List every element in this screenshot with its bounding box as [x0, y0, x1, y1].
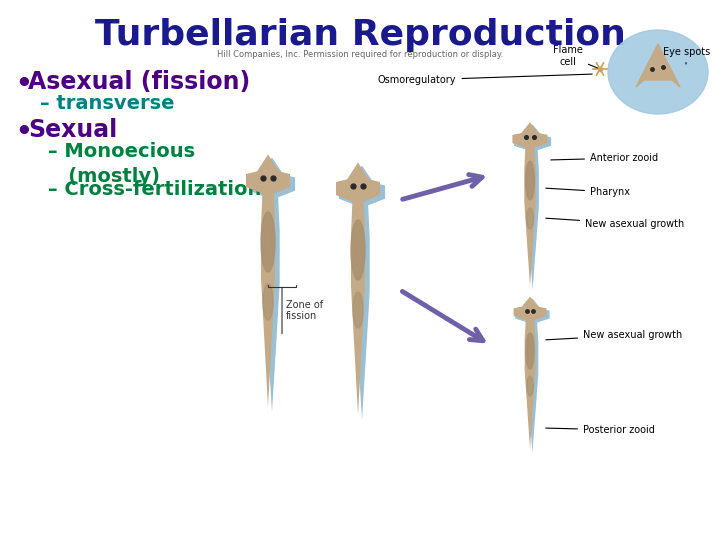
Text: New asexual growth: New asexual growth — [546, 218, 684, 229]
Polygon shape — [526, 161, 534, 200]
Polygon shape — [526, 333, 534, 369]
Polygon shape — [261, 212, 275, 272]
Text: Anterior zooid: Anterior zooid — [551, 153, 658, 163]
Text: Eye spots: Eye spots — [662, 47, 710, 64]
Text: Posterior zooid: Posterior zooid — [546, 425, 655, 435]
Text: Hill Companies, Inc. Permission required for reproduction or display.: Hill Companies, Inc. Permission required… — [217, 50, 503, 59]
Text: Asexual (fission): Asexual (fission) — [28, 70, 251, 94]
Text: •: • — [15, 72, 32, 98]
Text: Zone of
fission: Zone of fission — [286, 300, 323, 321]
Polygon shape — [636, 44, 680, 87]
Polygon shape — [263, 284, 273, 320]
Polygon shape — [513, 122, 548, 286]
Text: Sexual: Sexual — [28, 118, 117, 142]
Polygon shape — [608, 30, 708, 114]
Text: Flame
cell: Flame cell — [553, 45, 598, 68]
Polygon shape — [514, 125, 551, 290]
Polygon shape — [339, 166, 385, 420]
Polygon shape — [351, 220, 365, 280]
Polygon shape — [516, 299, 549, 453]
Polygon shape — [353, 292, 363, 328]
Text: Pharynx: Pharynx — [546, 187, 630, 197]
Text: Osmoregulatory: Osmoregulatory — [378, 74, 593, 85]
Polygon shape — [513, 296, 546, 449]
Text: Turbellarian Reproduction: Turbellarian Reproduction — [94, 18, 626, 52]
Polygon shape — [527, 376, 534, 396]
Text: •: • — [15, 120, 32, 146]
Polygon shape — [526, 208, 534, 229]
Text: – Cross-fertilization: – Cross-fertilization — [48, 180, 261, 199]
Polygon shape — [246, 154, 290, 407]
Text: – transverse: – transverse — [40, 94, 174, 113]
Text: – Monoecious
   (mostly): – Monoecious (mostly) — [48, 142, 195, 186]
Text: New asexual growth: New asexual growth — [546, 330, 683, 340]
Polygon shape — [336, 163, 380, 415]
Polygon shape — [249, 158, 295, 412]
